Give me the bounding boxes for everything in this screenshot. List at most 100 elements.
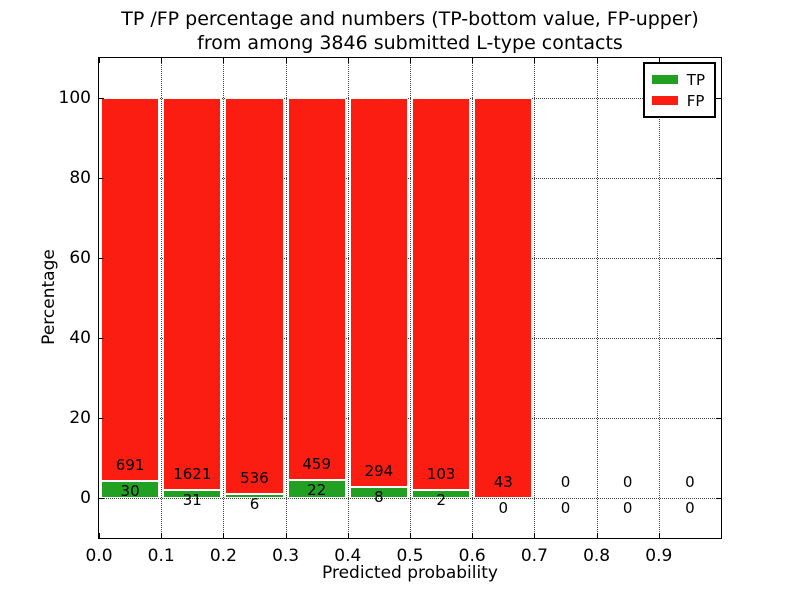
x-tick-mark-top [347, 58, 349, 63]
x-tick-mark-bottom [99, 533, 100, 538]
x-gridline [347, 58, 349, 538]
x-tick-mark-top [161, 58, 163, 63]
plot-area: TP FP 0.0 0.1 0.2 0.3 0.4 0.5 0.6 0.7 0.8 0.9 0 20 4… [59, 57, 722, 566]
x-tick-mark-bottom [347, 533, 349, 538]
legend-row-tp: TP [651, 69, 705, 90]
x-gridline [410, 58, 411, 538]
fp-bar-segment [225, 98, 284, 494]
fp-count-label: 0 [685, 473, 695, 491]
x-tick-mark-bottom [223, 533, 225, 538]
fp-count-label: 0 [560, 473, 571, 491]
fp-bar-segment [474, 98, 533, 498]
tp-bar-segment [287, 479, 346, 498]
x-tick-mark-bottom [410, 533, 411, 538]
legend: TP FP [642, 62, 716, 118]
x-tick-label: 0.2 [209, 546, 237, 566]
tp-count-label: 22 [307, 480, 327, 499]
y-tick-label: 20 [69, 408, 91, 428]
x-tick-mark-top [410, 58, 411, 63]
tp-count-label: 6 [249, 494, 260, 513]
x-gridline [472, 58, 474, 538]
y-tick-label: 100 [58, 88, 91, 108]
x-tick-mark-bottom [161, 533, 163, 538]
y-tick-mark-right [716, 98, 721, 99]
tp-legend-swatch-icon [651, 75, 678, 84]
x-tick-label: 0.7 [520, 546, 548, 566]
fp-count-label: 536 [240, 468, 269, 487]
tp-bar-segment [163, 490, 222, 498]
fp-bar-segment [101, 98, 160, 482]
y-tick-mark-left [99, 178, 104, 179]
y-tick-mark-left [99, 98, 104, 99]
x-tick-mark-bottom [285, 533, 287, 538]
y-gridline [99, 98, 721, 99]
fp-count-label: 1621 [173, 465, 212, 484]
y-tick-mark-left [99, 498, 104, 499]
y-gridline [99, 258, 721, 259]
x-gridline [596, 58, 598, 538]
y-gridline [99, 418, 721, 419]
chart-title: TP /FP percentage and numbers (TP-bottom… [99, 7, 721, 55]
x-tick-mark-top [285, 58, 287, 63]
x-tick-mark-bottom [534, 533, 536, 538]
chart-title-line2: from among 3846 submitted L-type contact… [197, 32, 623, 54]
tp-count-label: 31 [182, 491, 202, 510]
tp-count-label: 8 [374, 488, 384, 507]
x-tick-mark-bottom [596, 533, 598, 538]
y-tick-label: 0 [80, 488, 91, 508]
y-gridline [99, 498, 721, 499]
y-tick-label: 80 [69, 168, 91, 188]
tp-count-label: 0 [622, 499, 633, 517]
fp-count-label: 103 [426, 465, 456, 484]
fp-count-label: 294 [364, 462, 394, 481]
fp-bar-segment [349, 98, 408, 488]
y-tick-label: 60 [69, 248, 91, 268]
fp-bar-segment [287, 98, 346, 480]
y-tick-mark-left [99, 338, 104, 339]
y-tick-mark-right [716, 498, 721, 499]
x-tick-label: 0.1 [147, 546, 175, 566]
x-gridline [534, 58, 536, 538]
y-tick-mark-right [716, 258, 721, 259]
x-tick-mark-top [472, 58, 474, 63]
x-tick-mark-bottom [658, 533, 660, 538]
legend-row-fp: FP [651, 90, 705, 111]
x-gridline [223, 58, 225, 538]
fp-legend-swatch-icon [651, 96, 678, 105]
legend-label-tp: TP [686, 70, 705, 89]
y-axis-label: Percentage [39, 249, 59, 345]
fp-count-label: 459 [302, 454, 332, 473]
y-tick-mark-right [716, 338, 721, 339]
tp-bar-segment [412, 490, 471, 498]
x-axis-label: Predicted probability [322, 563, 498, 583]
y-tick-mark-left [99, 258, 104, 259]
x-tick-label: 0.3 [272, 546, 300, 566]
x-tick-mark-top [596, 58, 598, 63]
x-tick-label: 0.6 [458, 546, 486, 566]
x-tick-mark-top [534, 58, 536, 63]
x-gridline [285, 58, 287, 538]
y-gridline [99, 338, 721, 339]
fp-count-label: 43 [493, 473, 513, 491]
x-tick-label: 0.9 [645, 546, 673, 566]
tp-count-label: 2 [436, 491, 446, 510]
y-gridline [99, 178, 721, 179]
tp-count-label: 30 [120, 482, 140, 501]
chart-title-line1: TP /FP percentage and numbers (TP-bottom… [121, 8, 699, 30]
fp-bar-segment [163, 98, 222, 491]
x-gridline [658, 58, 660, 538]
x-tick-label: 0.5 [396, 546, 424, 566]
x-tick-mark-top [658, 58, 660, 63]
fp-bar-segment [412, 98, 471, 491]
x-tick-mark-bottom [472, 533, 474, 538]
y-tick-mark-right [716, 178, 721, 179]
tp-bar-segment [349, 487, 408, 498]
y-tick-mark-left [99, 418, 104, 419]
x-tick-label: 0.4 [334, 546, 362, 566]
fp-count-label: 691 [115, 456, 145, 475]
tp-count-label: 0 [560, 499, 571, 517]
x-tick-mark-top [99, 58, 100, 63]
tp-bar-segment [101, 481, 160, 498]
x-tick-label: 0.8 [583, 546, 611, 566]
